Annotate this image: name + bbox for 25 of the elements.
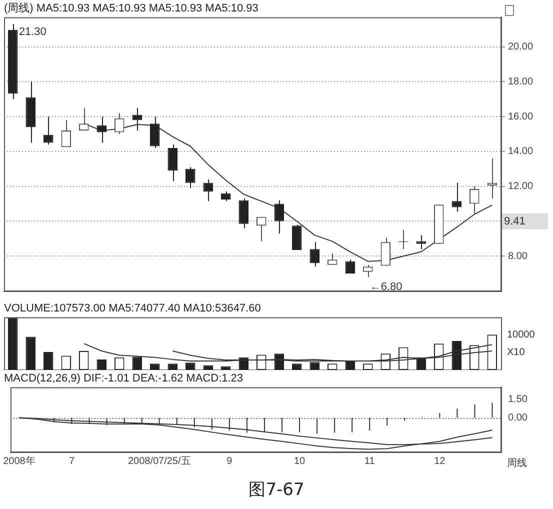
x-tick-label: 7: [68, 456, 75, 467]
x-tick-label: 10: [294, 456, 306, 467]
text: 周线: [507, 456, 527, 469]
annotation: ←6.80: [370, 281, 402, 294]
y-tick-label: 8.00: [508, 250, 528, 262]
text: 9.41: [504, 215, 526, 228]
x-tick-label: 12: [434, 456, 446, 467]
y-tick-label: 1.50: [508, 394, 528, 406]
y-tick-label: 14.00: [508, 146, 534, 158]
y-tick-label: 18.00: [508, 76, 534, 88]
x-tick-label: 9: [226, 456, 233, 467]
text: X10: [507, 347, 526, 358]
x-tick-label: 11: [364, 456, 376, 467]
text: 10000: [507, 330, 536, 341]
chart-title: (周线) MA5:10.93 MA5:10.93 MA5:10.93 MA5:10.93: [4, 2, 258, 15]
chart-title: MACD(12,26,9) DIF:-1.01 DEA:-1.62 MACD:1.23: [4, 372, 244, 385]
y-tick-label: 16.00: [508, 111, 534, 122]
x-tick-label: 2008年: [3, 454, 36, 467]
caption: 图7-67: [248, 479, 306, 501]
y-tick-label: 20.00: [508, 42, 534, 53]
annotation: 21.30: [18, 26, 46, 38]
chart-title: VOLUME:107573.00 MA5:74077.40 MA10:53647.60: [4, 302, 261, 315]
x-tick-label: 2008/07/25/五: [128, 456, 191, 467]
y-tick-label: 12.00: [508, 181, 534, 192]
y-tick-label: 0.00: [508, 412, 528, 424]
